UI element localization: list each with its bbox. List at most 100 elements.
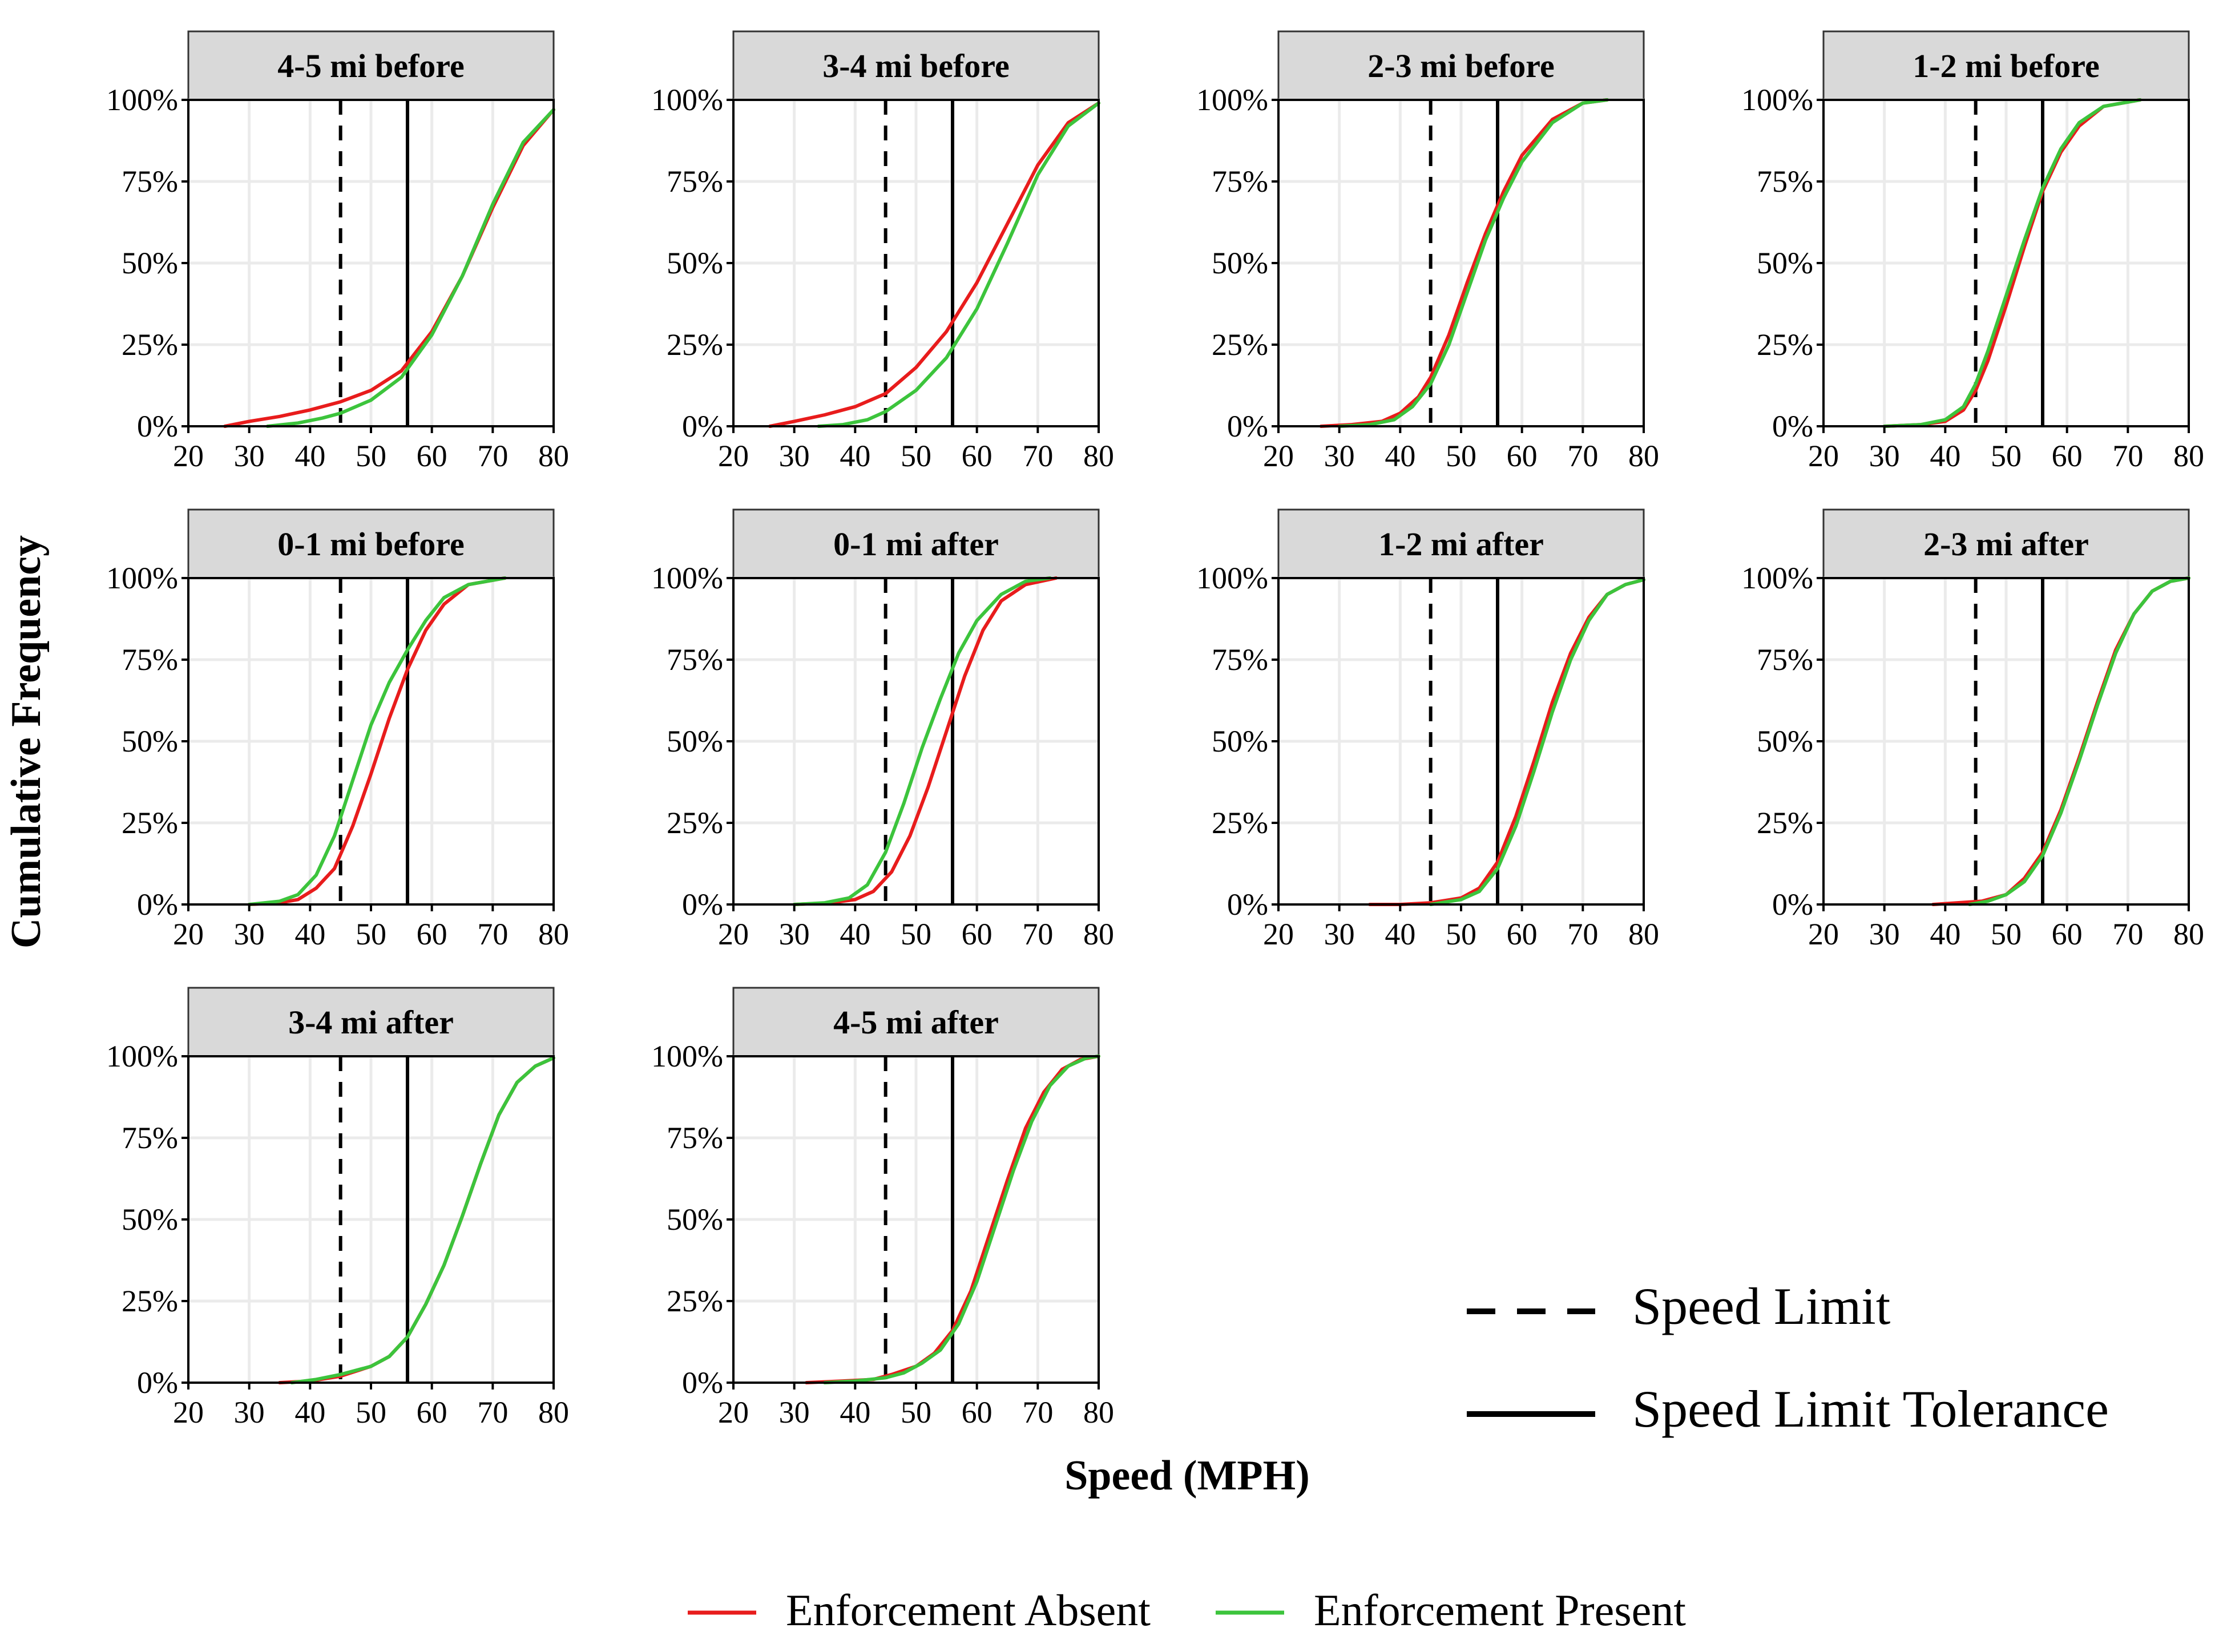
y-tick-label: 25% (667, 806, 723, 840)
facet-panel: 0-1 mi before 0% 25% 50% 75% 100% 20 30 40 50 60 70… (106, 508, 569, 951)
y-tick-label: 25% (1212, 806, 1268, 840)
y-tick-label: 25% (1757, 328, 1813, 362)
x-tick-label: 60 (2052, 917, 2083, 951)
x-tick-label: 80 (538, 917, 569, 951)
y-tick-label: 25% (667, 328, 723, 362)
y-tick-label: 0% (1772, 409, 1813, 443)
y-tick-label: 50% (122, 724, 178, 758)
x-tick-label: 50 (1446, 917, 1476, 951)
y-tick-label: 50% (667, 246, 723, 280)
facet-panel: 0-1 mi after 0% 25% 50% 75% 100% 20 30 40 50 60 70 8… (651, 508, 1114, 951)
x-tick-label: 70 (1022, 1395, 1053, 1429)
enforcement-present-line (823, 1055, 1100, 1384)
x-tick-label: 50 (356, 917, 386, 951)
x-tick-label: 20 (173, 439, 204, 473)
facet-strip (732, 987, 1100, 1057)
y-tick-label: 100% (651, 1039, 723, 1073)
x-tick-label: 50 (901, 439, 931, 473)
y-tick-label: 50% (1212, 724, 1268, 758)
y-tick-label: 25% (122, 1284, 178, 1318)
x-tick-label: 60 (1507, 917, 1538, 951)
y-tick-label: 0% (1227, 409, 1268, 443)
x-tick-label: 30 (1324, 917, 1355, 951)
y-tick-label: 75% (667, 164, 723, 199)
x-tick-label: 80 (1083, 439, 1114, 473)
x-tick-label: 80 (538, 1395, 569, 1429)
x-tick-label: 40 (840, 917, 870, 951)
x-tick-label: 60 (2052, 439, 2083, 473)
facet-panel: 4-5 mi after 0% 25% 50% 75% 100% 20 30 40 50 60 70 8… (651, 987, 1114, 1429)
x-tick-label: 30 (1869, 917, 1900, 951)
x-tick-label: 70 (1022, 917, 1053, 951)
x-tick-label: 60 (417, 1395, 447, 1429)
facet-strip (732, 30, 1100, 101)
x-tick-label: 20 (718, 439, 749, 473)
x-tick-label: 30 (1324, 439, 1355, 473)
y-tick-label: 100% (1741, 561, 1813, 595)
y-tick-label: 50% (1757, 246, 1813, 280)
facet-strip (187, 30, 555, 101)
x-tick-label: 30 (234, 439, 265, 473)
x-tick-label: 80 (538, 439, 569, 473)
y-tick-label: 100% (1741, 83, 1813, 117)
x-tick-label: 20 (173, 1395, 204, 1429)
series-legend: Enforcement Absent Enforcement Present (688, 1585, 1686, 1635)
y-tick-label: 25% (1757, 806, 1813, 840)
facet-title: 3-4 mi before (822, 47, 1010, 84)
facet-title: 0-1 mi after (833, 526, 999, 563)
enforcement-present-line (1968, 576, 2190, 906)
x-tick-label: 70 (1567, 917, 1598, 951)
speed-limit-legend-label: Speed Limit (1632, 1277, 1891, 1335)
enforcement-present-line (1882, 98, 2142, 428)
x-tick-label: 70 (1022, 439, 1053, 473)
y-tick-label: 0% (137, 887, 178, 922)
y-tick-label: 75% (1212, 643, 1268, 677)
y-tick-label: 100% (1196, 83, 1268, 117)
facet-strip (1277, 508, 1645, 579)
y-tick-label: 0% (1227, 887, 1268, 922)
facet-panel: 2-3 mi before 0% 25% 50% 75% 100% 20 30 40 50 60 70… (1196, 30, 1659, 473)
y-tick-label: 100% (1196, 561, 1268, 595)
x-tick-label: 40 (1385, 439, 1415, 473)
enforcement-absent-legend-label: Enforcement Absent (786, 1585, 1151, 1635)
x-tick-label: 40 (1385, 917, 1415, 951)
enforcement-present-legend-label: Enforcement Present (1314, 1585, 1686, 1635)
x-tick-label: 30 (1869, 439, 1900, 473)
y-tick-label: 50% (667, 724, 723, 758)
y-tick-label: 25% (122, 328, 178, 362)
x-tick-label: 30 (234, 1395, 265, 1429)
y-tick-label: 100% (651, 561, 723, 595)
y-tick-label: 75% (1212, 164, 1268, 199)
facet-panel: 3-4 mi after 0% 25% 50% 75% 100% 20 30 40 50 60 70 8… (106, 987, 569, 1429)
facet-panel: 1-2 mi before 0% 25% 50% 75% 100% 20 30 40 50 60 70… (1741, 30, 2204, 473)
x-tick-label: 30 (234, 917, 265, 951)
x-tick-label: 50 (1446, 439, 1476, 473)
x-tick-label: 60 (1507, 439, 1538, 473)
x-tick-label: 30 (779, 1395, 810, 1429)
y-tick-label: 50% (122, 246, 178, 280)
x-tick-label: 60 (962, 1395, 993, 1429)
x-tick-label: 60 (962, 917, 993, 951)
speed-limit-tolerance-legend-label: Speed Limit Tolerance (1632, 1380, 2109, 1438)
facet-panel: 4-5 mi before 0% 25% 50% 75% 100% 20 30 40 50 60 70… (106, 30, 569, 473)
y-tick-label: 25% (122, 806, 178, 840)
x-tick-label: 80 (1083, 917, 1114, 951)
enforcement-absent-line (768, 101, 1100, 428)
y-tick-label: 75% (122, 1121, 178, 1155)
facet-title: 4-5 mi after (833, 1004, 999, 1041)
x-tick-label: 30 (779, 917, 810, 951)
y-tick-label: 75% (667, 643, 723, 677)
x-tick-label: 20 (1808, 917, 1839, 951)
y-tick-label: 100% (651, 83, 723, 117)
enforcement-present-line (265, 108, 555, 428)
x-tick-label: 80 (2173, 439, 2204, 473)
facet-title: 2-3 mi before (1367, 47, 1555, 84)
x-tick-label: 20 (1263, 917, 1294, 951)
y-tick-label: 25% (1212, 328, 1268, 362)
enforcement-absent-line (792, 576, 1058, 906)
y-tick-label: 75% (122, 643, 178, 677)
x-tick-label: 70 (477, 439, 508, 473)
facet-title: 4-5 mi before (277, 47, 465, 84)
y-axis-title: Cumulative Frequency (3, 535, 50, 948)
